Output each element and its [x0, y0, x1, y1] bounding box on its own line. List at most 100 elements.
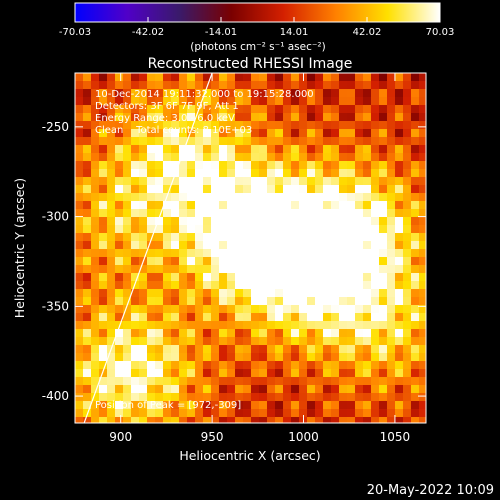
- heatmap-cell: [75, 241, 84, 250]
- heatmap-cell: [299, 89, 308, 98]
- heatmap-cell: [235, 137, 244, 146]
- heatmap-cell: [131, 297, 140, 306]
- heatmap-cell: [251, 169, 260, 178]
- heatmap-cell: [131, 313, 140, 322]
- heatmap-cell: [179, 89, 188, 98]
- heatmap-cell: [387, 89, 396, 98]
- heatmap-cell: [323, 209, 332, 218]
- heatmap-cell: [363, 281, 372, 290]
- heatmap-cell: [99, 233, 108, 242]
- heatmap-cell: [147, 201, 156, 210]
- heatmap-cell: [139, 393, 148, 402]
- heatmap-cell: [115, 201, 124, 210]
- heatmap-cell: [187, 297, 196, 306]
- heatmap-cell: [275, 289, 284, 298]
- heatmap-cell: [211, 289, 220, 298]
- heatmap-cell: [283, 337, 292, 346]
- heatmap-cell: [355, 385, 364, 394]
- heatmap-cell: [331, 369, 340, 378]
- heatmap-cell: [379, 401, 388, 410]
- heatmap-cell: [211, 273, 220, 282]
- heatmap-cell: [115, 193, 124, 202]
- heatmap-cell: [291, 129, 300, 138]
- heatmap-cell: [235, 257, 244, 266]
- heatmap-cell: [179, 353, 188, 362]
- heatmap-cell: [283, 265, 292, 274]
- heatmap-cell: [123, 409, 132, 418]
- info-block: 10-Dec-2014 19:11:32.000 to 19:15:28.000…: [95, 89, 314, 136]
- colorbar-tick-label: 14.01: [280, 27, 309, 38]
- heatmap-cell: [259, 345, 268, 354]
- heatmap-cell: [227, 297, 236, 306]
- heatmap-cell: [75, 361, 84, 370]
- heatmap-cell: [115, 337, 124, 346]
- heatmap-cell: [259, 121, 268, 130]
- heatmap-cell: [235, 97, 244, 106]
- heatmap-cell: [139, 329, 148, 338]
- heatmap-cell: [139, 297, 148, 306]
- heatmap-cell: [91, 297, 100, 306]
- heatmap-cell: [227, 73, 236, 82]
- heatmap-cell: [371, 265, 380, 274]
- heatmap-cell: [115, 145, 124, 154]
- heatmap-cell: [387, 385, 396, 394]
- heatmap-cell: [171, 97, 180, 106]
- heatmap-cell: [371, 81, 380, 90]
- heatmap-cell: [331, 249, 340, 258]
- heatmap-cell: [291, 393, 300, 402]
- heatmap-cell: [147, 193, 156, 202]
- heatmap-cell: [99, 241, 108, 250]
- heatmap-cell: [99, 393, 108, 402]
- heatmap-cell: [259, 305, 268, 314]
- heatmap-cell: [107, 97, 116, 106]
- heatmap-cell: [419, 313, 426, 322]
- heatmap-cell: [355, 185, 364, 194]
- heatmap-cell: [75, 89, 84, 98]
- heatmap-cell: [259, 289, 268, 298]
- heatmap-cell: [179, 185, 188, 194]
- heatmap-cell: [243, 161, 252, 170]
- heatmap-cell: [171, 257, 180, 266]
- heatmap-cell: [155, 73, 164, 82]
- heatmap-cell: [227, 233, 236, 242]
- heatmap-cell: [147, 105, 156, 114]
- heatmap-cell: [195, 177, 204, 186]
- heatmap-cell: [243, 129, 252, 138]
- heatmap-cell: [115, 265, 124, 274]
- heatmap-cell: [363, 345, 372, 354]
- heatmap-cell: [355, 369, 364, 378]
- heatmap-cell: [203, 273, 212, 282]
- heatmap-cell: [395, 305, 404, 314]
- heatmap-cell: [323, 265, 332, 274]
- heatmap-cell: [339, 153, 348, 162]
- heatmap-cell: [403, 145, 412, 154]
- heatmap-cell: [147, 281, 156, 290]
- heatmap-cell: [259, 185, 268, 194]
- heatmap-cell: [155, 129, 164, 138]
- heatmap-cell: [323, 401, 332, 410]
- heatmap-cell: [259, 113, 268, 122]
- heatmap-cell: [307, 321, 316, 330]
- heatmap-cell: [251, 81, 260, 90]
- heatmap-cell: [75, 121, 84, 130]
- heatmap-cell: [91, 417, 100, 423]
- heatmap-cell: [139, 97, 148, 106]
- heatmap-cell: [211, 177, 220, 186]
- heatmap-cell: [147, 81, 156, 90]
- heatmap-cell: [411, 225, 420, 234]
- heatmap-cell: [339, 257, 348, 266]
- heatmap-cell: [363, 329, 372, 338]
- heatmap-cell: [75, 257, 84, 266]
- heatmap-cell: [379, 313, 388, 322]
- heatmap-cell: [179, 153, 188, 162]
- heatmap-cell: [411, 105, 420, 114]
- heatmap-cell: [227, 289, 236, 298]
- heatmap-cell: [131, 113, 140, 122]
- heatmap-cell: [99, 345, 108, 354]
- heatmap-cell: [419, 353, 426, 362]
- heatmap-cell: [123, 329, 132, 338]
- heatmap-cell: [251, 257, 260, 266]
- heatmap-cell: [227, 393, 236, 402]
- heatmap-cell: [227, 241, 236, 250]
- heatmap-cell: [387, 113, 396, 122]
